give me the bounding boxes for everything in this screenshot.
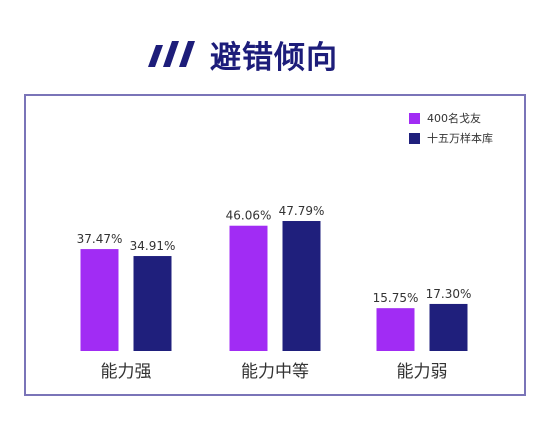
legend-swatch-series2 <box>409 132 420 144</box>
bar-2-3 <box>429 303 468 351</box>
data-label-1-1: 37.47% <box>77 232 123 246</box>
legend-label-series1: 400名戈友 <box>427 112 481 125</box>
page-title: 避错倾向 <box>210 39 338 76</box>
three-slash-logo-icon <box>148 41 195 67</box>
data-label-1-2: 46.06% <box>226 209 272 223</box>
header: 避错倾向 <box>148 28 338 80</box>
category-label-1: 能力强 <box>101 362 152 382</box>
legend-item-series1: 400名戈友 <box>409 108 493 128</box>
data-label-1-3: 15.75% <box>373 291 419 305</box>
chart-legend: 400名戈友 十五万样本库 <box>409 108 493 148</box>
data-label-2-1: 34.91% <box>130 239 176 253</box>
bar-1-2 <box>229 225 268 351</box>
bar-2-1 <box>133 256 172 351</box>
category-label-2: 能力中等 <box>241 362 309 382</box>
bar-2-2 <box>282 221 321 351</box>
legend-swatch-series1 <box>409 112 420 124</box>
bar-1-3 <box>376 308 415 351</box>
legend-item-series2: 十五万样本库 <box>409 128 493 148</box>
data-label-2-2: 47.79% <box>279 204 325 218</box>
legend-label-series2: 十五万样本库 <box>427 132 493 145</box>
category-label-3: 能力弱 <box>397 362 448 382</box>
bar-1-1 <box>80 249 119 351</box>
data-label-2-3: 17.30% <box>426 287 472 301</box>
chart-frame <box>24 94 526 396</box>
